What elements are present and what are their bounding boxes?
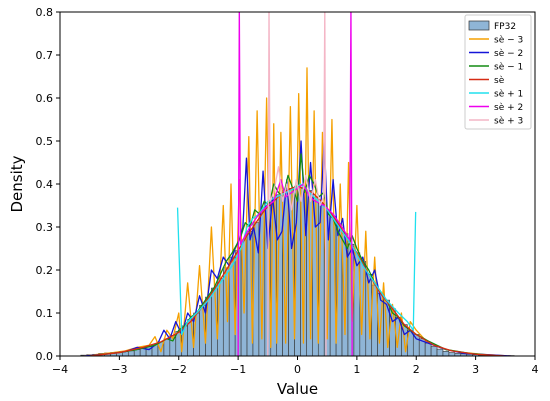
y-axis-ticks: 0.0 0.1 0.2 0.3 0.4 0.5 0.6 0.7 0.8 (36, 6, 60, 363)
legend-label-2: sè − 1 (494, 62, 523, 73)
x-tick-label-0: −4 (52, 363, 68, 376)
y-tick-label-5: 0.5 (36, 135, 54, 148)
y-tick-label-1: 0.1 (36, 307, 54, 320)
y-tick-label-6: 0.6 (36, 92, 54, 105)
legend-label-1: sè − 2 (494, 48, 523, 59)
legend-box (464, 14, 532, 130)
legend-label-6: sè + 3 (494, 116, 523, 127)
legend-label-histogram: FP32 (494, 22, 516, 32)
x-tick-label-7: 3 (472, 363, 479, 376)
series-line-6 (267, 12, 327, 356)
series-lines (83, 12, 512, 356)
x-tick-label-1: −3 (111, 363, 127, 376)
legend-swatch-histogram (468, 20, 490, 31)
x-tick-label-6: 2 (413, 363, 420, 376)
x-tick-label-3: −1 (230, 363, 246, 376)
histogram-bar-61 (442, 350, 450, 356)
histogram-bar-62 (448, 352, 456, 356)
legend-label-3: sè (494, 75, 505, 86)
histogram-bar-59 (430, 346, 438, 356)
x-tick-label-5: 1 (353, 363, 360, 376)
y-tick-label-2: 0.2 (36, 264, 54, 277)
y-axis-label: Density (8, 155, 26, 212)
y-tick-label-8: 0.8 (36, 6, 54, 19)
histogram-bar-8 (127, 350, 135, 356)
x-tick-label-2: −2 (171, 363, 187, 376)
y-tick-label-0: 0.0 (36, 350, 54, 363)
histogram-bar-14 (163, 338, 171, 356)
x-tick-label-8: 4 (532, 363, 539, 376)
x-axis-label: Value (277, 380, 318, 398)
x-axis-ticks: −4 −3 −2 −1 0 1 2 3 4 (52, 356, 539, 376)
y-tick-label-3: 0.3 (36, 221, 54, 234)
legend-label-5: sè + 2 (494, 102, 523, 113)
legend: FP32 sè − 3 sè − 2 sè − 1 sè sè + 1 sè + 2 sè +… (464, 14, 532, 130)
y-tick-label-4: 0.4 (36, 178, 54, 191)
legend-label-0: sè − 3 (494, 35, 523, 46)
histogram-bar-60 (436, 348, 444, 356)
histogram-bars (80, 185, 515, 356)
x-tick-label-4: 0 (294, 363, 301, 376)
histogram-bar-58 (424, 342, 432, 356)
y-tick-label-7: 0.7 (36, 49, 54, 62)
legend-label-4: sè + 1 (494, 89, 523, 100)
